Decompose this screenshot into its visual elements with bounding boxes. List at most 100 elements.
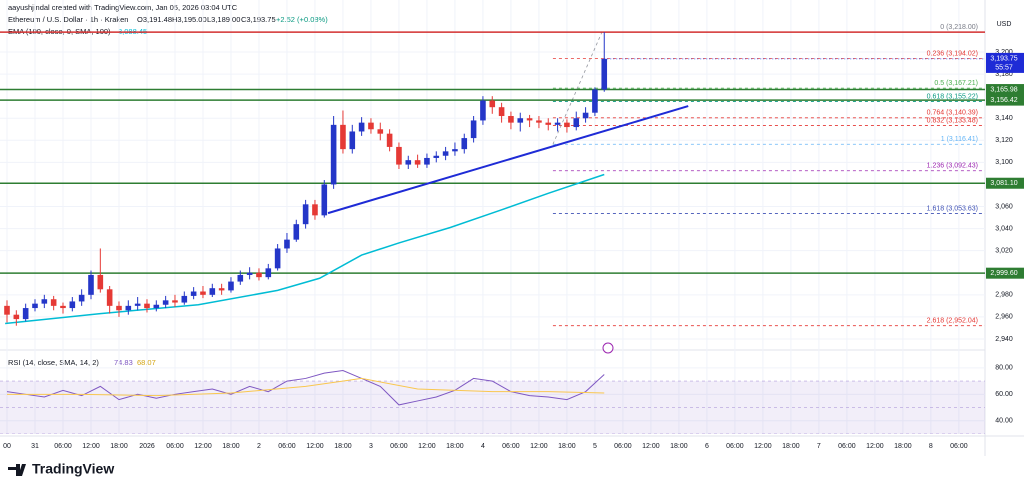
candle-body	[461, 138, 468, 150]
rsi-tick-label: 60.00	[995, 391, 1013, 398]
x-tick-label: 18:00	[334, 443, 352, 450]
candle-body	[4, 305, 10, 315]
candle-body	[368, 122, 374, 130]
candle-body	[274, 248, 281, 269]
symbol-title: Ethereum / U.S. Dollar · 1h · Kraken	[8, 15, 128, 24]
level-label: 3,165.98	[990, 86, 1017, 93]
x-tick-label: 7	[817, 443, 821, 450]
x-tick-label: 12:00	[82, 443, 100, 450]
candle-body	[144, 303, 150, 309]
last-price-label: 3,193.75	[990, 56, 1017, 63]
close-label: C3,193.75	[241, 15, 276, 24]
candle-body	[330, 124, 337, 185]
candle-body	[526, 118, 533, 121]
x-tick-label: 6	[705, 443, 709, 450]
x-tick-label: 18:00	[110, 443, 128, 450]
fib-label: 0 (3,218.00)	[940, 24, 978, 31]
fib-label: 0.618 (3,155.22)	[927, 93, 978, 100]
candle-body	[13, 314, 20, 320]
candle-body	[442, 151, 449, 156]
candle-body	[218, 288, 225, 291]
fib-label: 1 (3,116.41)	[941, 136, 978, 143]
candle-body	[377, 129, 384, 134]
candle-body	[592, 89, 598, 113]
candle-body	[88, 274, 94, 295]
y-tick-label: 3,020	[995, 248, 1013, 255]
x-tick-label: 06:00	[726, 443, 744, 450]
y-tick-label: 3,140	[995, 115, 1013, 122]
candle-body	[181, 295, 188, 303]
event-icon[interactable]	[602, 342, 614, 354]
brand-logo	[8, 464, 26, 476]
fib-connector	[552, 31, 603, 145]
candle-body	[209, 288, 216, 295]
candle-body	[312, 204, 318, 216]
candle-body	[246, 272, 253, 275]
rsi-pane	[0, 350, 985, 434]
y-tick-label: 3,040	[995, 225, 1013, 232]
x-tick-label: 06:00	[950, 443, 968, 450]
x-tick-label: 18:00	[558, 443, 576, 450]
rsi-ma-value: 68.07	[137, 358, 156, 367]
y-tick-label: 3,120	[995, 137, 1013, 144]
rsi-value: 74.83	[114, 358, 133, 367]
y-tick-label: 3,200	[995, 49, 1013, 56]
candle-body	[321, 184, 328, 216]
x-tick-label: 06:00	[390, 443, 408, 450]
candle-body	[293, 224, 300, 240]
price-pane	[0, 0, 985, 350]
candle-body	[265, 268, 272, 278]
open-label: O3,191.48	[137, 15, 172, 24]
low-label: L3,189.00	[207, 15, 240, 24]
x-tick-label: 12:00	[642, 443, 660, 450]
brand-name: TradingView	[32, 461, 114, 477]
fib-label: 2.618 (2,952.04)	[927, 318, 978, 325]
candle-body	[153, 304, 160, 309]
x-tick-label: 12:00	[418, 443, 436, 450]
level-tag	[986, 84, 1024, 96]
candle-body	[498, 107, 505, 117]
x-tick-label: 06:00	[166, 443, 184, 450]
candle-body	[573, 118, 580, 128]
candle-body	[340, 124, 346, 150]
candle-body	[256, 272, 262, 278]
attribution: aayushjindal created with TradingView.co…	[8, 3, 238, 12]
change-label: +2.52 (+0.08%)	[276, 15, 328, 24]
x-tick-label: 00	[3, 443, 11, 450]
level-tag	[986, 177, 1024, 189]
candle-body	[284, 239, 290, 249]
candle-body	[349, 131, 356, 150]
candle-body	[116, 305, 122, 311]
candle-body	[564, 122, 570, 128]
candle-body	[190, 291, 197, 296]
candle-body	[237, 274, 244, 282]
y-tick-label: 2,980	[995, 292, 1013, 299]
candle-body	[480, 100, 486, 121]
currency: USD	[997, 21, 1012, 28]
candle-body	[97, 274, 104, 290]
candle-body	[106, 289, 113, 306]
countdown: 55:57	[995, 65, 1013, 72]
candle-body	[134, 303, 141, 306]
candle-body	[545, 122, 552, 125]
candle-body	[200, 291, 206, 295]
x-tick-label: 06:00	[502, 443, 520, 450]
candle-body	[60, 305, 66, 309]
rsi-line	[6, 377, 605, 397]
x-tick-label: 18:00	[670, 443, 688, 450]
rsi-tick-label: 80.00	[995, 365, 1013, 372]
x-tick-label: 4	[481, 443, 485, 450]
rsi-title: RSI (14, close, SMA, 14, 2)	[8, 358, 99, 367]
rsi-tick-label: 40.00	[995, 418, 1013, 425]
candle-body	[396, 146, 402, 165]
x-tick-label: 2026	[139, 443, 155, 450]
x-tick-label: 18:00	[782, 443, 800, 450]
fib-label: 1.618 (3,053.63)	[927, 205, 978, 212]
x-tick-label: 8	[929, 443, 933, 450]
y-tick-label: 3,100	[995, 159, 1013, 166]
candle-body	[386, 133, 393, 147]
fib-label: 0.236 (3,194.02)	[927, 50, 978, 57]
